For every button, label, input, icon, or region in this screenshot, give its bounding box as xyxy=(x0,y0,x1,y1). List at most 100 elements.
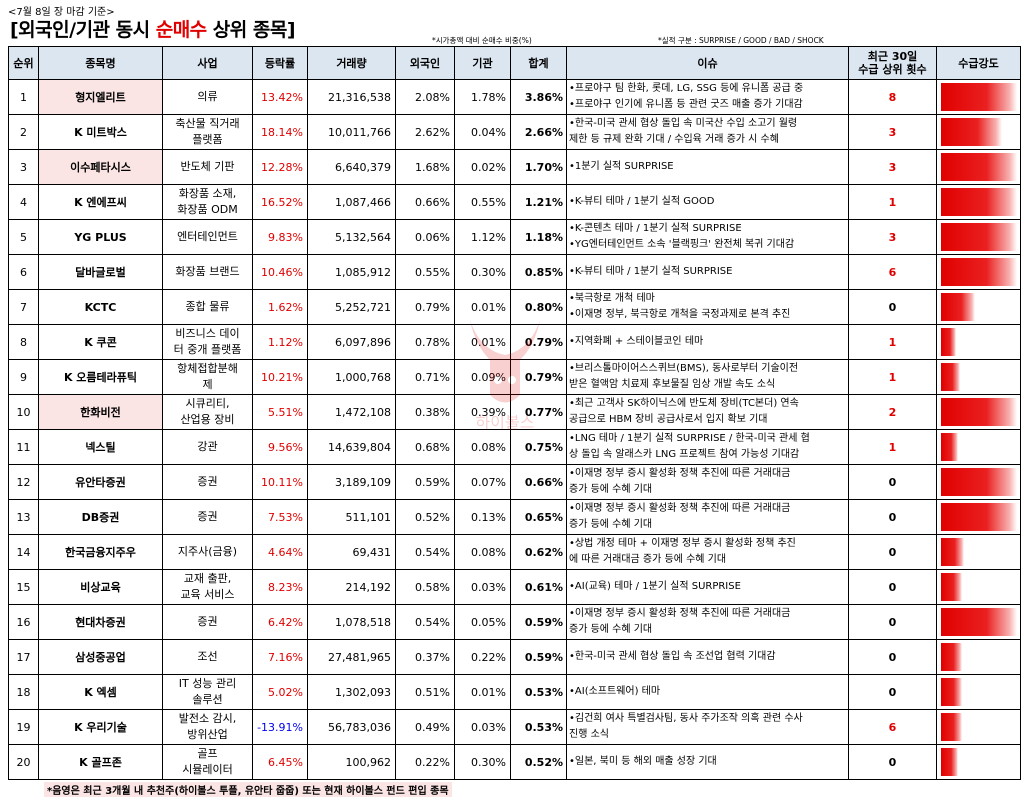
rank-cell: 14 xyxy=(8,534,39,570)
issue-line: 에 따른 거래대금 증가 등에 수혜 기대 xyxy=(569,554,727,565)
title-prefix: [외국인/기관 동시 xyxy=(10,19,156,41)
issue-line: •YG엔터테인먼트 소속 '블랙핑크' 완전체 복귀 기대감 xyxy=(569,239,795,250)
rank-cell: 10 xyxy=(8,394,39,430)
institution-cell: 0.55% xyxy=(454,184,511,220)
business-cell: 강관 xyxy=(162,429,253,465)
strength-cell xyxy=(936,499,1021,535)
institution-cell: 0.05% xyxy=(454,604,511,640)
business-line: 플랫폼 xyxy=(192,133,223,146)
table-row: 7 KCTC 종합 물류 1.62% 5,252,721 0.79% 0.01% 0.80% •… xyxy=(8,289,1021,325)
strength-bar xyxy=(941,83,1017,111)
volume-cell: 1,087,466 xyxy=(307,184,396,220)
change-rate: 5.02% xyxy=(252,674,308,710)
top-count-cell: 0 xyxy=(848,464,937,500)
business-cell: 증권 xyxy=(162,499,253,535)
stock-name: K 골프존 xyxy=(38,744,163,780)
change-rate: 6.45% xyxy=(252,744,308,780)
business-line: 화장품 브랜드 xyxy=(175,265,240,278)
business-line: 시뮬레이터 xyxy=(182,763,233,776)
business-line: 방위산업 xyxy=(187,728,228,741)
issue-line: •1분기 실적 SURPRISE xyxy=(569,161,674,172)
volume-cell: 511,101 xyxy=(307,499,396,535)
issue-line: •AI(소프트웨어) 테마 xyxy=(569,686,661,697)
rank-cell: 15 xyxy=(8,569,39,605)
strength-cell xyxy=(936,604,1021,640)
top-count-cell: 0 xyxy=(848,534,937,570)
stock-name: K 우리기술 xyxy=(38,709,163,745)
strength-bar xyxy=(941,328,956,356)
top-count-cell: 1 xyxy=(848,359,937,395)
strength-cell xyxy=(936,394,1021,430)
total-cell: 0.80% xyxy=(510,289,567,325)
rank-cell: 6 xyxy=(8,254,39,290)
stock-name: 비상교육 xyxy=(38,569,163,605)
top-count-cell: 0 xyxy=(848,289,937,325)
issue-line: •AI(교육) 테마 / 1분기 실적 SURPRISE xyxy=(569,581,741,592)
column-header: 거래량 xyxy=(307,46,396,80)
stock-name: 유안타증권 xyxy=(38,464,163,500)
institution-cell: 0.01% xyxy=(454,674,511,710)
change-rate: 9.83% xyxy=(252,219,308,255)
institution-cell: 0.13% xyxy=(454,499,511,535)
change-rate: 13.42% xyxy=(252,79,308,115)
foreign-cell: 0.49% xyxy=(395,709,455,745)
issue-cell: •1분기 실적 SURPRISE xyxy=(566,149,849,185)
volume-cell: 1,000,768 xyxy=(307,359,396,395)
top-count-cell: 0 xyxy=(848,639,937,675)
stock-name: 한국금융지주우 xyxy=(38,534,163,570)
foreign-cell: 0.55% xyxy=(395,254,455,290)
business-cell: 증권 xyxy=(162,464,253,500)
institution-cell: 0.07% xyxy=(454,464,511,500)
issue-line: •프로야구 팀 한화, 롯데, LG, SSG 등에 유니폼 공급 중 xyxy=(569,83,804,94)
foreign-cell: 0.51% xyxy=(395,674,455,710)
volume-cell: 56,783,036 xyxy=(307,709,396,745)
total-cell: 0.59% xyxy=(510,639,567,675)
foreign-cell: 0.54% xyxy=(395,534,455,570)
issue-line: •김건희 여사 특별검사팀, 동사 주가조작 의혹 관련 수사 xyxy=(569,713,803,724)
date-label: <7월 8일 장 마감 기준> xyxy=(8,7,115,18)
stock-name: K 쿠콘 xyxy=(38,324,163,360)
top-count-cell: 3 xyxy=(848,114,937,150)
institution-cell: 0.01% xyxy=(454,324,511,360)
issue-cell: •북극항로 개척 테마 •이재명 정부, 북극항로 개척을 국정과제로 본격 추진 xyxy=(566,289,849,325)
change-rate: 10.46% xyxy=(252,254,308,290)
table-row: 6 달바글로벌 화장품 브랜드 10.46% 1,085,912 0.55% 0.30% 0.… xyxy=(8,254,1021,290)
institution-cell: 1.78% xyxy=(454,79,511,115)
stock-name: 한화비전 xyxy=(38,394,163,430)
issue-line: •K-뷰티 테마 / 1분기 실적 GOOD xyxy=(569,196,715,207)
issue-line: •상법 개정 테마 + 이재명 정부 증시 활성화 정책 추진 xyxy=(569,538,796,549)
table-row: 14 한국금융지주우 지주사(금융) 4.64% 69,431 0.54% 0.08% 0.6… xyxy=(8,534,1021,570)
foreign-cell: 0.06% xyxy=(395,219,455,255)
strength-cell xyxy=(936,429,1021,465)
issue-cell: •K-뷰티 테마 / 1분기 실적 GOOD xyxy=(566,184,849,220)
top-count-cell: 0 xyxy=(848,569,937,605)
change-rate: 10.11% xyxy=(252,464,308,500)
footnote: *음영은 최근 3개월 내 추천주(하이볼스 투플, 유안타 줍줍) 또는 현재… xyxy=(44,782,452,797)
table-row: 19 K 우리기술 발전소 감시, 방위산업 -13.91% 56,783,036 0.49… xyxy=(8,709,1021,745)
business-line: 화장품 소재, xyxy=(178,187,237,200)
foreign-cell: 0.38% xyxy=(395,394,455,430)
change-rate: 7.53% xyxy=(252,499,308,535)
volume-cell: 69,431 xyxy=(307,534,396,570)
business-cell: 항체접합분해 제 xyxy=(162,359,253,395)
business-cell: 증권 xyxy=(162,604,253,640)
strength-bar xyxy=(941,748,958,776)
rank-cell: 4 xyxy=(8,184,39,220)
strength-cell xyxy=(936,464,1021,500)
top-count-cell: 3 xyxy=(848,149,937,185)
strength-bar xyxy=(941,118,1002,146)
business-line: 축산물 직거래 xyxy=(175,117,240,130)
issue-line: •한국-미국 관세 협상 돌입 속 조선업 협력 기대감 xyxy=(569,651,776,662)
rank-cell: 2 xyxy=(8,114,39,150)
total-cell: 0.66% xyxy=(510,464,567,500)
stock-name: K 미트박스 xyxy=(38,114,163,150)
institution-cell: 0.03% xyxy=(454,709,511,745)
table-header-row: 순위 종목명 사업 등락률 거래량 외국인 기관 합계 이슈 최근 30일 수급 상위 횟수 수급강도 xyxy=(8,46,1021,80)
stock-name: YG PLUS xyxy=(38,219,163,255)
business-line: 의류 xyxy=(197,90,218,103)
strength-cell xyxy=(936,79,1021,115)
top-count-cell: 0 xyxy=(848,499,937,535)
